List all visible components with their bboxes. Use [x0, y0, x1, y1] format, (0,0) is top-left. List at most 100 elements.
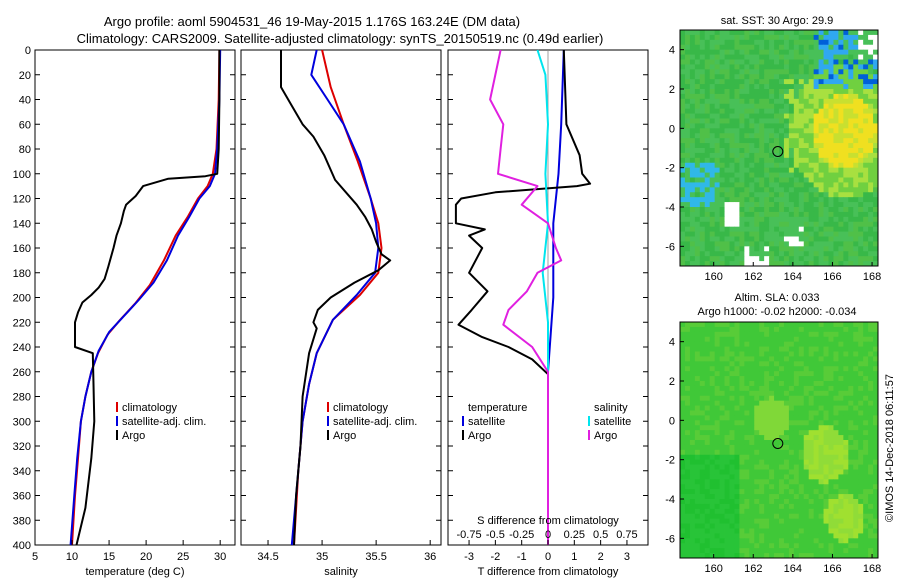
m-sla-cell: [699, 464, 706, 470]
m-sla-cell: [833, 331, 839, 338]
m-sla-cell: [709, 326, 716, 333]
m-sla-cell: [749, 543, 755, 549]
m-sst-cell: [833, 59, 839, 65]
m-sla-cell: [759, 341, 765, 347]
m-sla-cell: [689, 454, 696, 461]
m-sst-cell: [709, 84, 716, 90]
m-sla-cell: [803, 454, 810, 461]
m-sst-cell: [769, 123, 775, 129]
m-sst-cell: [694, 54, 701, 60]
m-sla-cell: [828, 361, 834, 367]
m-sla-cell: [828, 444, 834, 451]
m-sla-cell: [853, 381, 859, 387]
m-sla-cell: [818, 405, 824, 411]
m-sst-cell: [684, 172, 691, 178]
m-sst-cell: [754, 108, 760, 114]
m-sla-cell: [719, 474, 725, 480]
m-sst-cell: [744, 207, 750, 213]
m-sla-cell: [818, 351, 824, 357]
m-sla-cell: [788, 484, 795, 490]
m-sst-cell: [709, 49, 716, 55]
m-sla-cell: [813, 513, 819, 520]
m-sst-cell: [779, 251, 785, 257]
m-sla-cell: [788, 449, 795, 456]
m-sst-cell: [680, 241, 686, 247]
m-sla-cell: [873, 415, 879, 421]
m-sla-cell: [689, 548, 696, 554]
sst-map-title: sat. SST: 30 Argo: 29.9: [721, 15, 834, 27]
m-sla-cell: [853, 464, 859, 470]
m-sla-cell: [764, 440, 770, 446]
m-sla-cell: [813, 385, 819, 392]
m-sst-cell: [783, 98, 790, 105]
m-sla-cell: [813, 420, 819, 426]
m-sla-cell: [798, 484, 805, 490]
m-sla-cell: [759, 390, 765, 397]
m-sla-cell: [788, 474, 795, 480]
m-sst-cell: [863, 152, 869, 159]
m-sst-cell: [754, 113, 760, 119]
m-sst-cell: [838, 241, 844, 247]
m-sla-cell: [803, 444, 810, 451]
m-sla-cell: [734, 553, 740, 559]
m-sst-cell: [764, 113, 770, 119]
m-sst-cell: [704, 84, 711, 90]
m-sla-cell: [704, 420, 711, 426]
m-sla-cell: [873, 543, 879, 549]
m-sst-cell: [754, 133, 760, 139]
m-sst-cell: [709, 172, 716, 178]
m-sst-cell: [833, 49, 839, 55]
m-sst-cell: [823, 133, 829, 139]
m-sla-cell: [803, 351, 810, 357]
m-sla-cell: [769, 390, 775, 397]
m-sla-cell: [868, 499, 874, 505]
m-sst-cell: [739, 202, 745, 208]
m-sst-cell: [759, 236, 765, 242]
m-sla-cell: [868, 366, 874, 372]
m-sst-cell: [739, 118, 745, 124]
m-sla-cell: [729, 351, 735, 357]
m-sst-cell: [828, 177, 834, 183]
m-sla-cell: [774, 356, 780, 362]
m-sst-cell: [838, 211, 844, 218]
m-sla-cell: [873, 469, 879, 475]
m-sst-cell: [724, 182, 730, 188]
m-sla-cell: [813, 459, 819, 465]
m-sla-cell: [739, 508, 745, 515]
m-sla-cell: [704, 548, 711, 554]
m-sla-cell: [699, 508, 706, 515]
m-sst-cell: [808, 59, 815, 65]
m-sst-cell: [724, 256, 730, 262]
m-sst-cell: [843, 197, 849, 203]
m-sla-cell: [798, 503, 805, 510]
m-sla-cell: [868, 356, 874, 362]
m-sla-cell: [783, 489, 790, 495]
m-sla-cell: [774, 528, 780, 534]
m-sla-cell: [853, 361, 859, 367]
m-sst-cell: [863, 251, 869, 257]
m-sla-cell: [759, 435, 765, 441]
m-sla-cell: [798, 376, 805, 382]
m-sst-cell: [719, 49, 725, 55]
depth-tick-label: 160: [13, 243, 31, 255]
m-sst-cell: [729, 143, 735, 149]
m-sla-cell: [868, 474, 874, 480]
m-sst-cell: [754, 172, 760, 178]
m-sla-cell: [724, 410, 730, 416]
m-sst-cell: [808, 202, 815, 208]
m-sla-cell: [680, 425, 686, 431]
m-sla-cell: [714, 518, 720, 524]
m-sla-cell: [734, 395, 740, 402]
m-sst-cell: [769, 162, 775, 169]
m-sla-cell: [868, 420, 874, 426]
m-sst-cell: [858, 79, 864, 85]
m-sla-cell: [783, 449, 790, 456]
m-sla-cell: [704, 508, 711, 515]
m-sla-cell: [873, 444, 879, 451]
m-sst-cell: [734, 54, 740, 60]
m-sst-cell: [724, 187, 730, 193]
m-sst-cell: [684, 123, 691, 129]
m-sst-cell: [843, 123, 849, 129]
m-sst-cell: [793, 30, 800, 36]
m-sst-cell: [699, 54, 706, 60]
